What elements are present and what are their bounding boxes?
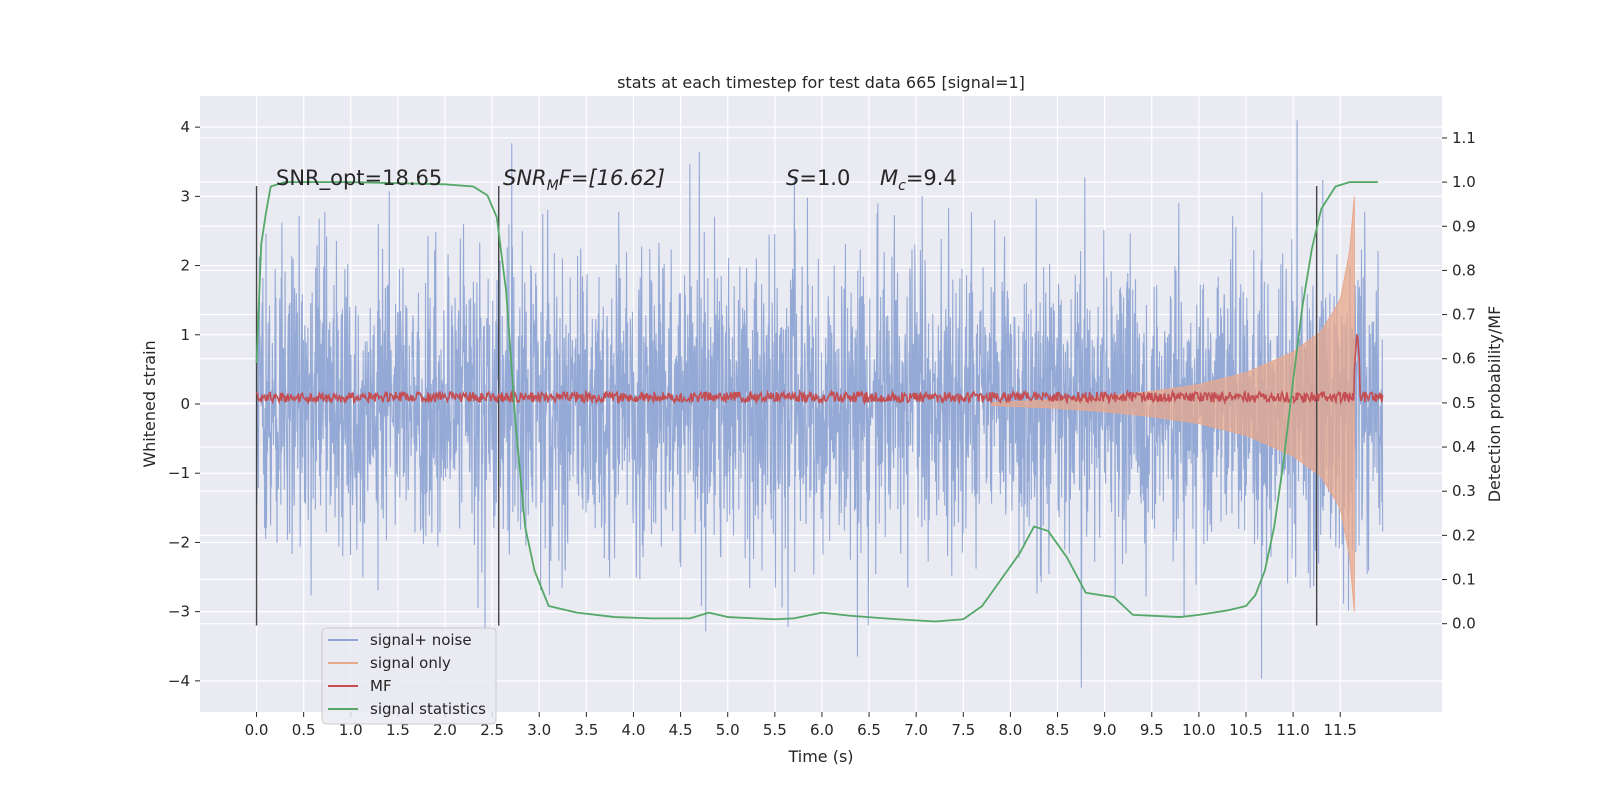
mc-sub: c <box>898 178 906 194</box>
vertical-markers <box>255 185 1318 626</box>
legend-box <box>321 627 497 725</box>
x-tick-label: 0.5 <box>292 721 316 739</box>
x-tick-label: 9.0 <box>1093 721 1117 739</box>
x-tick-label: 1.5 <box>386 721 410 739</box>
x-tick-label: 11.0 <box>1276 721 1309 739</box>
x-tick-label: 10.0 <box>1182 721 1215 739</box>
y-right-tick-label: 0.6 <box>1452 350 1476 368</box>
x-tick-label: 3.5 <box>574 721 598 739</box>
y-right-tick-label: 0.5 <box>1452 394 1476 412</box>
legend-label-signal-statistics: signal statistics <box>370 700 486 718</box>
annotation-s: S=1.0 <box>786 166 850 190</box>
x-tick-label: 6.0 <box>810 721 834 739</box>
x-tick-label: 2.0 <box>433 721 457 739</box>
x-tick-label: 7.5 <box>951 721 975 739</box>
y-right-tick-label: 0.1 <box>1452 571 1476 589</box>
snr-mf-sub: M <box>547 178 559 194</box>
s-val: =1.0 <box>799 166 850 190</box>
x-tick-label: 9.5 <box>1140 721 1164 739</box>
legend: signal+ noise signal only MF signal stat… <box>321 627 497 725</box>
signal-noise-series <box>255 120 1384 688</box>
annotations: SNR_opt=18.65 SNRMF=[16.62] S=1.0 Mc=9.4 <box>276 166 957 194</box>
legend-label-signal-only: signal only <box>370 654 451 672</box>
x-tick-label: 4.5 <box>669 721 693 739</box>
y-left-tick-label: −4 <box>168 672 190 690</box>
y-right-tick-label: 0.3 <box>1452 482 1476 500</box>
y-left-tick-label: 0 <box>180 395 190 413</box>
y-left-tick-label: −3 <box>168 603 190 621</box>
y-left-tick-label: 2 <box>180 257 190 275</box>
signal-statistics-series <box>255 181 1378 623</box>
y-left-tick-label: −2 <box>168 533 190 551</box>
s-var: S <box>786 166 799 190</box>
x-tick-label: 5.5 <box>763 721 787 739</box>
mf-series <box>255 334 1384 406</box>
x-tick-label: 7.0 <box>904 721 928 739</box>
x-tick-label: 1.0 <box>339 721 363 739</box>
y-left-tick-label: 4 <box>180 118 190 136</box>
mf-line <box>255 334 1384 406</box>
chart-title: stats at each timestep for test data 665… <box>617 73 1025 92</box>
x-tick-label: 2.5 <box>480 721 504 739</box>
snr-mf-rest: F=[16.62] <box>559 166 665 190</box>
y-right-axis-label: Detection probability/MF <box>1485 306 1504 503</box>
y-right-tick-label: 1.1 <box>1452 129 1476 147</box>
y-right-tick-label: 0.7 <box>1452 306 1476 324</box>
x-axis-ticks: 0.0 0.5 1.0 1.5 2.0 2.5 3.0 3.5 4.0 4.5 5.0 5.5 6.0 6… <box>245 712 1357 739</box>
y-right-axis-ticks: 1.1 1.0 0.9 0.8 0.7 0.6 0.5 0.4 0.3 0.2 0.1 0.0 <box>1442 129 1476 633</box>
signal-only-fill <box>991 196 1355 612</box>
mc-val: =9.4 <box>906 166 957 190</box>
x-tick-label: 4.0 <box>622 721 646 739</box>
signal-only-series <box>991 196 1355 612</box>
annotation-snr-mf: SNRMF=[16.62] <box>503 166 665 194</box>
x-tick-label: 8.5 <box>1046 721 1070 739</box>
y-right-tick-label: 0.2 <box>1452 526 1476 544</box>
y-left-tick-label: 1 <box>180 326 190 344</box>
y-left-tick-label: −1 <box>168 464 190 482</box>
annotation-snr-opt: SNR_opt=18.65 <box>276 166 442 191</box>
x-tick-label: 0.0 <box>245 721 269 739</box>
y-right-tick-label: 1.0 <box>1452 173 1476 191</box>
y-right-tick-label: 0.8 <box>1452 261 1476 279</box>
y-right-tick-label: 0.9 <box>1452 217 1476 235</box>
mc-var: M <box>880 166 898 190</box>
x-tick-label: 10.5 <box>1229 721 1262 739</box>
legend-label-signal-noise: signal+ noise <box>370 631 472 649</box>
y-left-axis-ticks: 4 3 2 1 0 −1 −2 −3 −4 <box>168 118 200 690</box>
signal-statistics-line <box>255 181 1378 623</box>
x-tick-label: 8.0 <box>998 721 1022 739</box>
signal-noise-line <box>255 120 1384 688</box>
snr-mf-base: SNR <box>503 166 547 190</box>
y-left-tick-label: 3 <box>180 187 190 205</box>
y-right-tick-label: 0.0 <box>1452 615 1476 633</box>
x-axis-label: Time (s) <box>787 747 853 766</box>
y-left-axis-label: Whitened strain <box>140 340 159 467</box>
annotation-mc: Mc=9.4 <box>880 166 957 194</box>
x-tick-label: 3.0 <box>527 721 551 739</box>
y-right-tick-label: 0.4 <box>1452 438 1476 456</box>
x-tick-label: 5.0 <box>716 721 740 739</box>
x-tick-label: 11.5 <box>1324 721 1357 739</box>
x-tick-label: 6.5 <box>857 721 881 739</box>
legend-label-mf: MF <box>370 677 392 695</box>
